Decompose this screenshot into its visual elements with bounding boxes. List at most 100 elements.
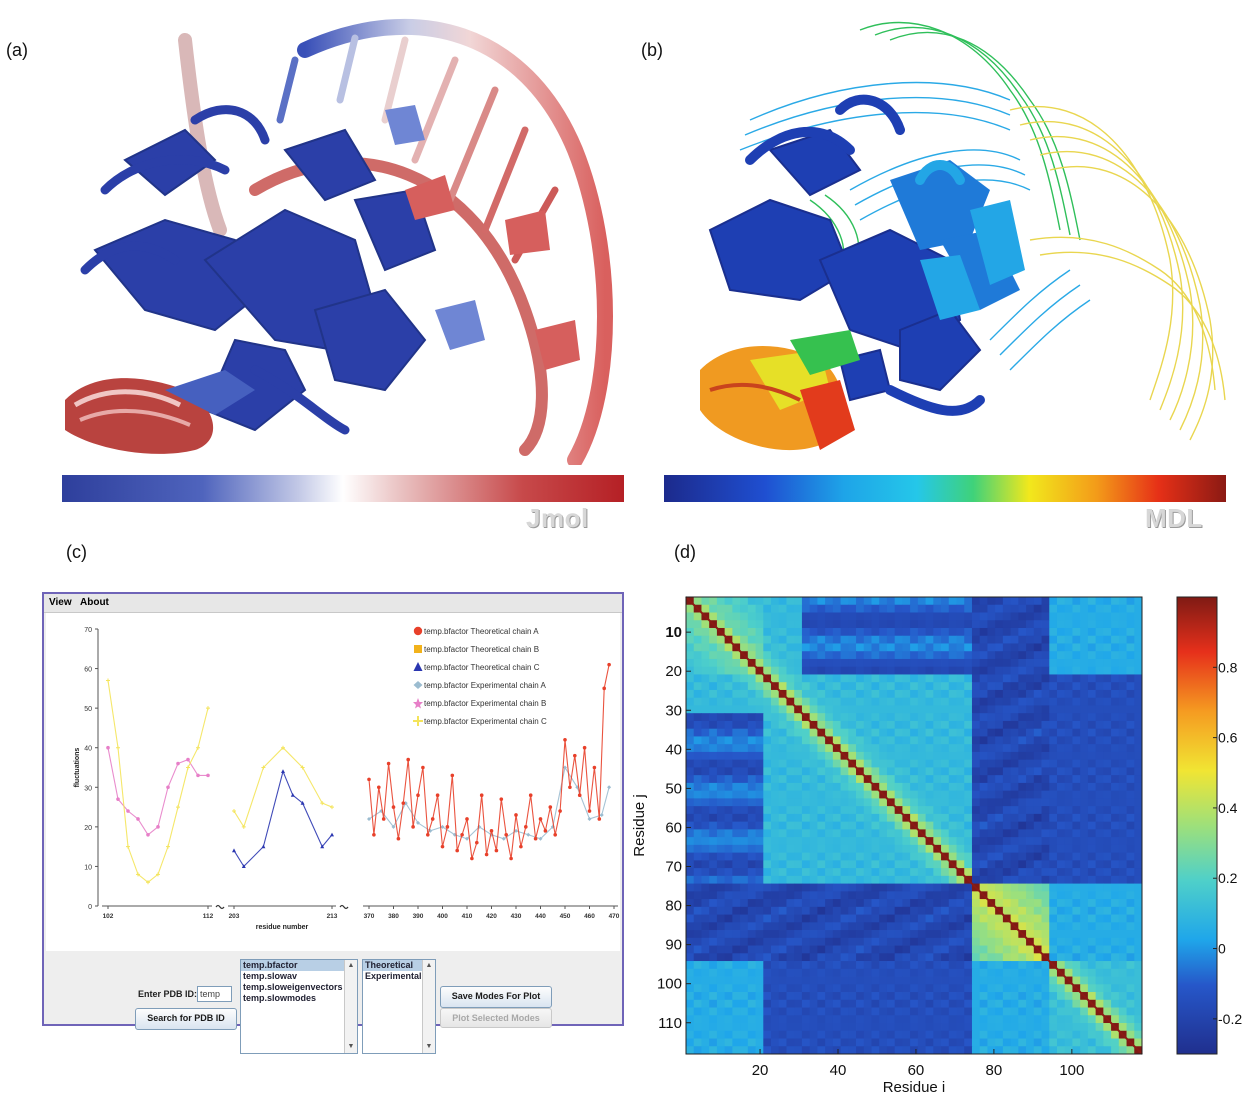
pdb-id-input[interactable]: temp (197, 986, 232, 1002)
heatmap-cell (716, 984, 726, 993)
scroll-down-icon[interactable]: ▼ (347, 1043, 355, 1050)
x-tick-label: 440 (535, 913, 546, 920)
heatmap-cell (825, 1007, 834, 1016)
heatmap-cell (1111, 813, 1120, 823)
heatmap-cell (1041, 782, 1050, 792)
list-item[interactable]: temp.sloweigenvectors (243, 982, 343, 992)
heatmap-cell (747, 906, 756, 915)
heatmap-cell (1087, 961, 1097, 970)
list-scrollbar[interactable]: ▲ ▼ (422, 960, 435, 1053)
heatmap-cell (1118, 635, 1127, 644)
heatmap-cell (1087, 643, 1097, 652)
mode-type-list[interactable]: Theoretical Experimental ▲ ▼ (362, 959, 436, 1054)
heatmap-cell (1002, 875, 1012, 884)
data-point (156, 825, 160, 829)
heatmap-cell (1064, 1038, 1073, 1047)
heatmap-cell (1033, 720, 1042, 730)
heatmap-cell (979, 992, 988, 1001)
heatmap-cell (941, 620, 950, 629)
heatmap-cell (1018, 875, 1027, 884)
heatmap-cell (1080, 837, 1089, 846)
heatmap-cell (948, 597, 957, 606)
heatmap-cell (856, 976, 865, 985)
plot-selected-modes-button[interactable]: Plot Selected Modes (440, 1008, 552, 1028)
heatmap-cell (817, 875, 826, 884)
heatmap-cell (747, 922, 756, 931)
heatmap-cell (941, 976, 950, 985)
heatmap-cell (801, 759, 811, 768)
heatmap-cell (840, 666, 849, 675)
heatmap-cell (732, 658, 741, 668)
scroll-down-icon[interactable]: ▼ (425, 1043, 433, 1050)
heatmap-cell (740, 945, 749, 954)
heatmap-cell (941, 914, 950, 923)
heatmap-cell (956, 775, 965, 784)
heatmap-cell (1072, 883, 1081, 892)
heatmap-cell (886, 790, 896, 799)
heatmap-cell (1118, 860, 1127, 869)
heatmap-cell (686, 837, 695, 846)
heatmap-cell (1118, 844, 1127, 854)
heatmap-cell (1072, 852, 1081, 861)
heatmap-cell (925, 1030, 934, 1039)
heatmap-cell (1033, 604, 1042, 613)
heatmap-cell (778, 751, 787, 761)
heatmap-cell (716, 597, 726, 606)
heatmap-cell (1049, 759, 1058, 768)
heatmap-cell (763, 984, 772, 993)
heatmap-cell (1095, 713, 1104, 722)
heatmap-cell (948, 891, 957, 900)
heatmap-cell (1018, 751, 1027, 761)
heatmap-cell (1095, 597, 1104, 606)
save-modes-button[interactable]: Save Modes For Plot (440, 986, 552, 1008)
data-file-list[interactable]: temp.bfactor temp.slowav temp.sloweigenv… (240, 959, 358, 1054)
heatmap-cell (1010, 658, 1019, 668)
list-item[interactable]: temp.slowav (243, 971, 298, 981)
heatmap-cell (925, 635, 934, 644)
heatmap-cell (1033, 821, 1042, 830)
heatmap-cell (995, 976, 1004, 985)
heatmap-cell (832, 899, 841, 908)
heatmap-cell (964, 620, 973, 629)
data-point (430, 817, 435, 821)
search-pdb-button[interactable]: Search for PDB ID (135, 1008, 237, 1030)
heatmap-cell (871, 736, 880, 745)
scroll-up-icon[interactable]: ▲ (347, 962, 355, 969)
x-axis-label: residue number (256, 924, 309, 931)
list-item[interactable]: temp.slowmodes (243, 993, 317, 1003)
heatmap-cell (1095, 852, 1104, 861)
menu-view[interactable]: View (49, 597, 72, 608)
heatmap-cell (941, 1007, 950, 1016)
menu-about[interactable]: About (80, 597, 109, 608)
heatmap-cell (1072, 689, 1081, 699)
heatmap-cell (856, 627, 865, 637)
heatmap-cell (817, 759, 826, 768)
heatmap-cell (825, 612, 834, 621)
list-item[interactable]: temp.bfactor (241, 960, 357, 971)
heatmap-cell (709, 992, 718, 1001)
list-item[interactable]: Theoretical (363, 960, 435, 971)
heatmap-cell (771, 984, 780, 993)
heatmap-cell (964, 883, 973, 892)
heatmap-cell (840, 852, 849, 861)
heatmap-cell (1072, 1007, 1081, 1016)
heatmap-cell (1064, 945, 1073, 954)
heatmap-cell (1010, 1007, 1019, 1016)
heatmap-cell (1072, 597, 1081, 606)
heatmap-cell (979, 728, 988, 737)
list-scrollbar[interactable]: ▲ ▼ (344, 960, 357, 1053)
heatmap-cell (1080, 1030, 1089, 1039)
heatmap-cell (709, 891, 718, 900)
data-point (416, 793, 420, 797)
data-point (509, 856, 513, 861)
heatmap-cell (1103, 720, 1112, 730)
heatmap-cell (1126, 635, 1135, 644)
heatmap-cell (1064, 961, 1073, 970)
heatmap-cell (832, 945, 841, 954)
heatmap-cell (1010, 852, 1019, 861)
heatmap-cell (1087, 744, 1097, 753)
heatmap-cell (1095, 604, 1104, 613)
scroll-up-icon[interactable]: ▲ (425, 962, 433, 969)
heatmap-cell (848, 868, 857, 877)
list-item[interactable]: Experimental (365, 971, 422, 981)
